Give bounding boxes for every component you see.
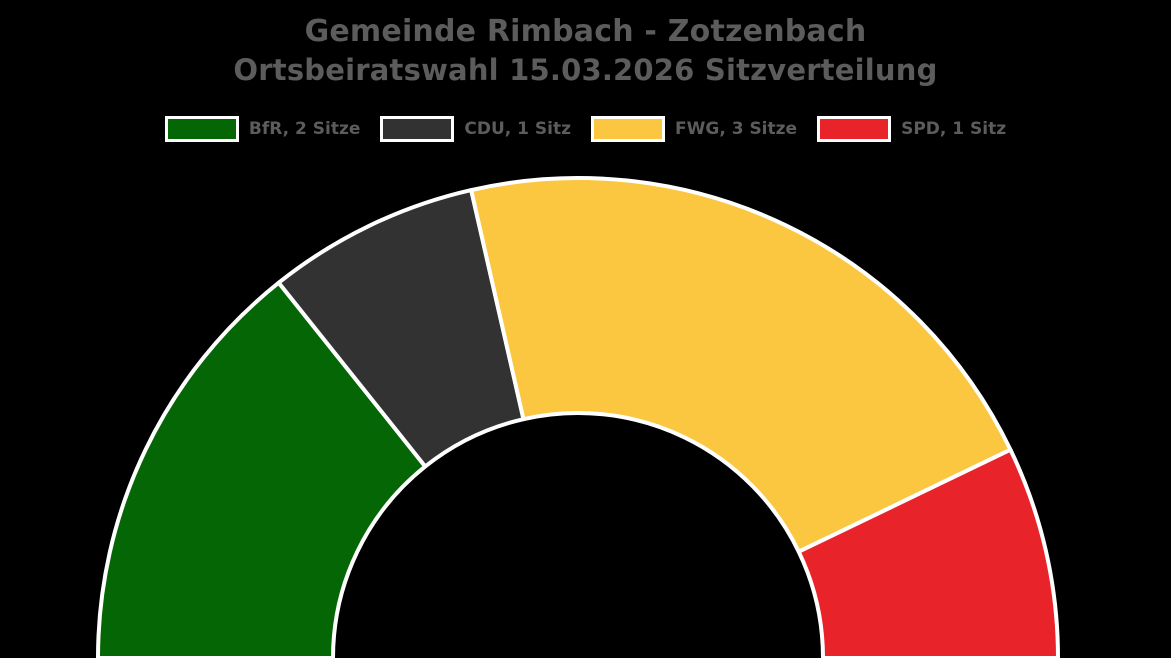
- legend-swatch-fwg: [591, 116, 665, 142]
- seat-distribution-chart: [0, 155, 1171, 658]
- seat-segment-bfr[interactable]: [96, 280, 428, 658]
- chart-legend: BfR, 2 Sitze CDU, 1 Sitz FWG, 3 Sitze SPD, …: [0, 116, 1171, 142]
- seat-segment-fwg[interactable]: [469, 175, 1013, 554]
- legend-item-cdu[interactable]: CDU, 1 Sitz: [380, 116, 571, 142]
- legend-item-spd[interactable]: SPD, 1 Sitz: [817, 116, 1006, 142]
- legend-label-cdu: CDU, 1 Sitz: [464, 119, 571, 139]
- legend-item-bfr[interactable]: BfR, 2 Sitze: [164, 116, 361, 142]
- legend-label-fwg: FWG, 3 Sitze: [675, 119, 798, 139]
- legend-swatch-bfr: [164, 116, 239, 142]
- title-line-2: Ortsbeiratswahl 15.03.2026 Sitzverteilun…: [233, 53, 938, 87]
- title-line-1: Gemeinde Rimbach - Zotzenbach: [304, 14, 867, 49]
- legend-swatch-spd: [817, 116, 892, 142]
- legend-label-spd: SPD, 1 Sitz: [901, 119, 1007, 139]
- legend-swatch-cdu: [380, 116, 455, 142]
- legend-item-fwg[interactable]: FWG, 3 Sitze: [591, 116, 797, 142]
- legend-label-bfr: BfR, 2 Sitze: [248, 119, 361, 139]
- half-donut-svg: [96, 175, 1060, 658]
- page-title: Gemeinde Rimbach - Zotzenbach Ortsbeirat…: [0, 12, 1171, 90]
